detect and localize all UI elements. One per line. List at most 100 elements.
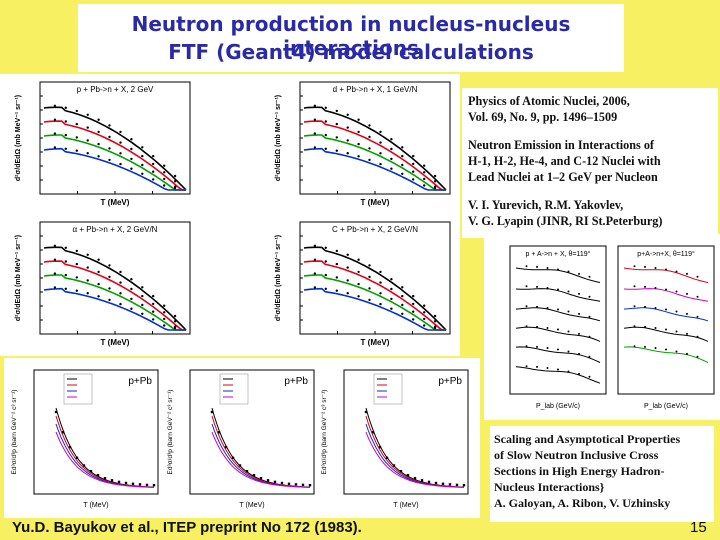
data-point [420, 479, 424, 482]
data-point [152, 484, 156, 487]
data-point [163, 171, 166, 174]
data-point [313, 104, 317, 107]
model-curve [43, 106, 187, 191]
data-point [357, 258, 360, 261]
data-point [434, 481, 438, 485]
reference-line: Vol. 69, No. 9, pp. 1496–1509 [468, 110, 618, 124]
data-point [371, 431, 375, 434]
plot-frame [33, 369, 159, 495]
data-point [686, 312, 688, 315]
data-point [536, 345, 538, 348]
model-curve [43, 260, 186, 331]
model-curve [211, 431, 311, 488]
y-axis-label: d²σ/dEdΩ (mb MeV⁻¹ sr⁻¹) [15, 95, 22, 181]
data-point [588, 335, 591, 338]
model-curve [43, 274, 186, 331]
y-axis-label: Ed³σ/d³p (barn GeV⁻² c³ sr⁻¹) [167, 390, 174, 475]
data-point [163, 184, 166, 187]
data-point [357, 155, 360, 158]
data-point [152, 318, 155, 321]
model-curve [303, 260, 446, 331]
data-point [301, 483, 305, 487]
data-point [266, 479, 270, 482]
data-point [108, 298, 111, 302]
data-point [423, 171, 426, 174]
data-point [686, 292, 688, 295]
x-axis-label: P_lab (GeV/c) [536, 403, 580, 410]
data-point [433, 174, 437, 178]
data-point [119, 302, 122, 306]
data-point [557, 368, 559, 371]
data-point [392, 464, 396, 467]
reference-line: Sections in High Energy Hadron- [494, 464, 665, 478]
data-point [423, 311, 426, 314]
data-point [163, 304, 166, 307]
data-point [665, 308, 667, 311]
data-point [86, 126, 89, 129]
data-point [525, 265, 528, 268]
data-point [413, 477, 417, 480]
scaling-figure: p + A->n + X, θ=119° P_lab (GeV/c) p+A->n+… [484, 234, 720, 420]
data-point [86, 292, 89, 295]
data-point [141, 163, 144, 167]
data-point [368, 147, 371, 150]
x-axis-label: T (MeV) [361, 338, 390, 347]
model-curve [303, 106, 447, 191]
data-point [313, 258, 317, 261]
data-point [433, 314, 437, 318]
data-point [357, 295, 360, 298]
data-point [152, 170, 155, 173]
data-point [173, 326, 177, 330]
data-point [152, 310, 155, 313]
footer-citation: Yu.D. Bayukov et al., ITEP preprint No 1… [12, 519, 362, 536]
reference-top: Physics of Atomic Nuclei, 2006, Vol. 69,… [462, 88, 718, 238]
data-point [412, 318, 415, 321]
data-point [152, 302, 155, 306]
data-point [86, 152, 89, 155]
data-point [675, 330, 678, 333]
data-point [368, 124, 371, 127]
page-number: 15 [690, 519, 707, 536]
data-point [346, 139, 349, 142]
data-point [173, 320, 177, 323]
data-point [64, 120, 68, 123]
y-axis-label: d²σ/dEdΩ (mb MeV⁻¹ sr⁻¹) [275, 235, 282, 321]
data-point [412, 162, 415, 166]
data-point [546, 267, 549, 269]
data-point [119, 130, 122, 134]
data-point [665, 268, 667, 271]
data-point [448, 483, 452, 486]
data-point [357, 270, 360, 274]
data-point [378, 445, 382, 449]
model-curve [515, 307, 601, 322]
data-point [406, 474, 410, 477]
data-point [368, 275, 371, 279]
data-point [141, 154, 144, 158]
model-curve [43, 147, 186, 191]
data-point [313, 244, 317, 247]
data-point [119, 270, 122, 274]
data-point [141, 294, 144, 298]
data-point [130, 278, 133, 281]
data-point [163, 317, 166, 321]
model-curve [623, 326, 709, 342]
data-point [379, 270, 382, 274]
data-point [675, 290, 678, 293]
data-point [130, 157, 133, 161]
data-point [119, 281, 122, 284]
data-point [252, 474, 256, 477]
data-point [390, 307, 393, 310]
data-point [313, 146, 317, 149]
data-point [368, 298, 371, 302]
data-point [401, 154, 404, 158]
data-point [665, 348, 667, 351]
data-point [335, 276, 338, 279]
data-point [423, 184, 426, 187]
data-point [644, 325, 646, 328]
data-point [259, 477, 263, 480]
data-point [68, 445, 72, 449]
title-box: Neutron production in nucleus-nucleus in… [78, 4, 624, 72]
data-point [401, 146, 404, 149]
data-point [130, 287, 133, 291]
model-curve [365, 431, 465, 488]
